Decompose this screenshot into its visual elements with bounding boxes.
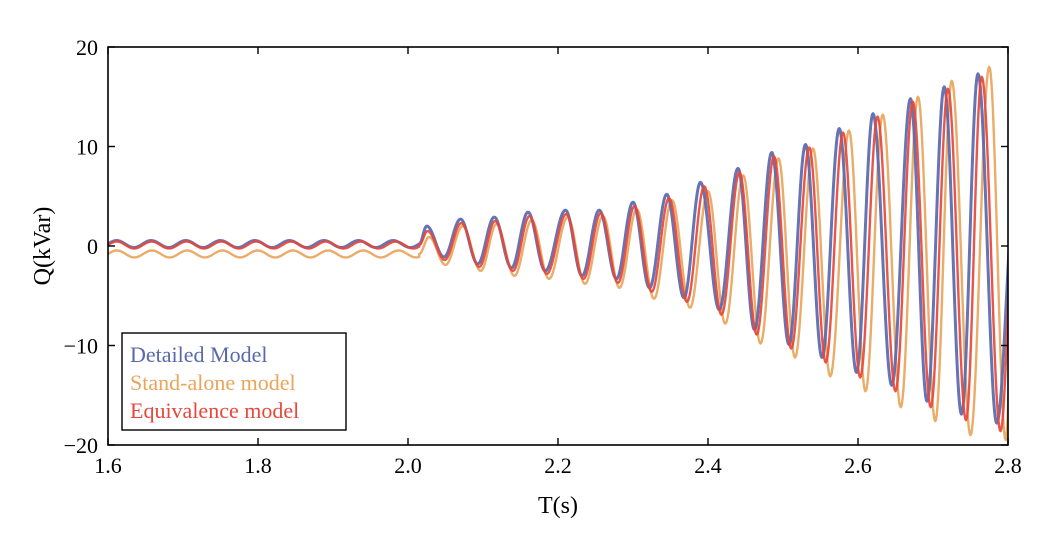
- x-tick-label: 1.6: [94, 453, 122, 478]
- legend: Detailed Model Stand-alone model Equival…: [121, 332, 347, 431]
- legend-item-stand-alone-model: Stand-alone model: [130, 370, 296, 395]
- x-tick-label: 2.4: [694, 453, 722, 478]
- series-line-equivalence-model: [108, 75, 1008, 433]
- legend-box: [121, 332, 347, 431]
- y-tick-label: 10: [76, 135, 98, 160]
- series-line-stand-alone-model: [108, 65, 1008, 442]
- y-tick-label: −10: [64, 334, 98, 359]
- y-tick-label: 0: [87, 234, 98, 259]
- y-axis: 20 10 0 −10 −20: [64, 35, 1008, 458]
- x-axis-title: T(s): [538, 493, 578, 519]
- y-axis-title: Q(kVar): [30, 207, 56, 286]
- x-tick-label: 2.2: [544, 453, 572, 478]
- x-tick-label: 2.0: [394, 453, 422, 478]
- y-tick-label: 20: [76, 35, 98, 60]
- x-tick-label: 2.6: [844, 453, 872, 478]
- x-tick-label: 1.8: [244, 453, 272, 478]
- legend-item-equivalence-model: Equivalence model: [130, 398, 299, 423]
- y-tick-label: −20: [64, 433, 98, 458]
- legend-item-detailed-model: Detailed Model: [130, 342, 267, 367]
- x-tick-label: 2.8: [994, 453, 1022, 478]
- series-layer: [108, 65, 1008, 442]
- x-axis: 1.6 1.8 2.0 2.2 2.4 2.6 2.8: [94, 47, 1022, 478]
